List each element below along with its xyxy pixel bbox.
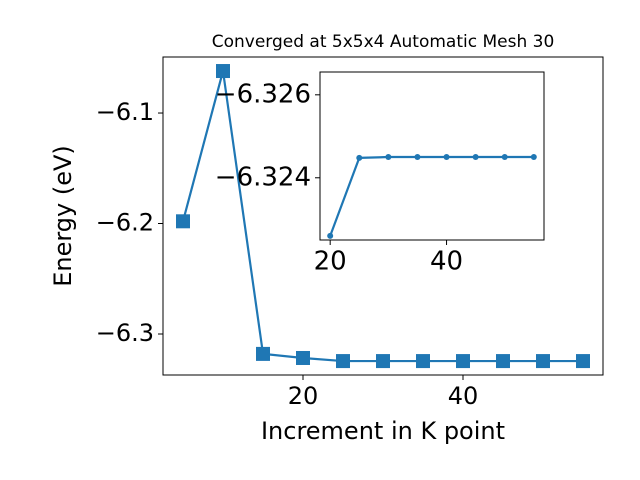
y-tick-label: −6.326 bbox=[215, 79, 311, 109]
chart-title: Converged at 5x5x4 Automatic Mesh 30 bbox=[212, 32, 555, 52]
marker bbox=[576, 354, 590, 369]
series-line bbox=[329, 155, 534, 237]
marker bbox=[216, 64, 230, 79]
marker bbox=[376, 354, 390, 369]
marker bbox=[530, 154, 537, 161]
x-tick-label: 20 bbox=[314, 247, 347, 277]
marker bbox=[536, 354, 550, 369]
marker bbox=[176, 214, 190, 229]
marker bbox=[456, 354, 470, 369]
marker bbox=[496, 354, 510, 369]
marker bbox=[501, 154, 508, 161]
marker bbox=[356, 154, 363, 161]
marker bbox=[443, 154, 450, 161]
y-axis-label: Energy (eV) bbox=[49, 145, 77, 287]
marker bbox=[336, 354, 350, 369]
y-tick-label: −6.3 bbox=[96, 319, 154, 347]
marker bbox=[472, 154, 479, 161]
x-tick-label: 40 bbox=[430, 247, 463, 277]
marker bbox=[256, 346, 270, 361]
x-axis-label: Increment in K point bbox=[261, 417, 505, 445]
marker bbox=[327, 232, 334, 239]
marker bbox=[296, 350, 310, 365]
x-tick-label: 20 bbox=[288, 382, 319, 410]
marker bbox=[385, 154, 392, 161]
marker bbox=[416, 354, 430, 369]
y-tick-label: −6.2 bbox=[96, 209, 154, 237]
y-tick-label: −6.1 bbox=[96, 98, 154, 126]
y-tick-label: −6.324 bbox=[215, 162, 311, 192]
x-tick-label: 40 bbox=[448, 382, 479, 410]
marker bbox=[414, 154, 421, 161]
